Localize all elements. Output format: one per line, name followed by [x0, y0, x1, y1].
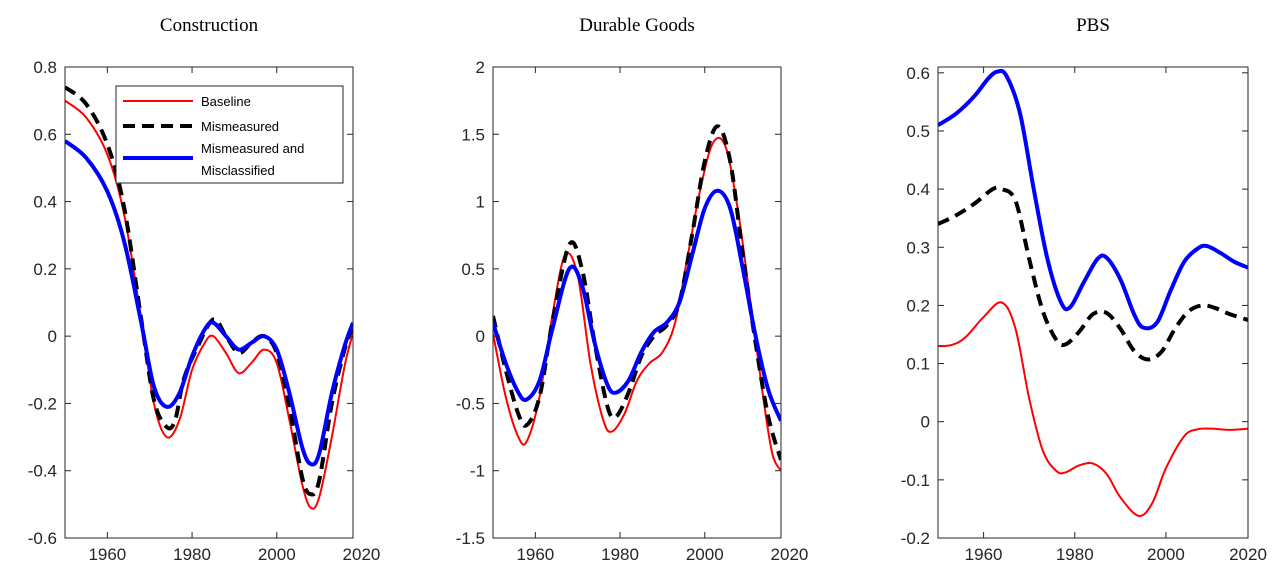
chart-title: PBS: [1076, 15, 1110, 36]
x-tick-label: 2020: [771, 545, 809, 564]
legend-label: Mismeasured and: [201, 141, 304, 156]
y-tick-label: 0.6: [906, 64, 930, 83]
axes-box: [492, 66, 782, 539]
x-tick-label: 2000: [1147, 545, 1185, 564]
chart-title: Durable Goods: [579, 15, 695, 36]
y-tick-label: -0.2: [28, 394, 57, 413]
series-group: [65, 85, 353, 510]
y-tick-label: 2: [476, 58, 485, 77]
legend-label: Baseline: [201, 94, 251, 109]
series-line: [65, 139, 353, 467]
series-group: [493, 124, 781, 472]
y-tick-label: 0.4: [33, 193, 57, 212]
y-tick-label: -1.5: [456, 529, 485, 548]
chart-panel: Construction -0.6 -0.4 -0.2 0 0.2 0.4 0.6 0.8 196…: [28, 15, 381, 564]
y-tick-label: -1: [470, 462, 485, 481]
y-tick-label: 0.6: [33, 125, 57, 144]
x-tick-label: 2000: [686, 545, 724, 564]
y-tick-label: 0.2: [906, 296, 930, 315]
legend: Baseline Mismeasured Mismeasured and Miscla…: [115, 85, 344, 184]
y-tick-label: -0.4: [28, 462, 57, 481]
y-tick-label: 0: [921, 413, 930, 432]
y-tick-label: 0.1: [906, 355, 930, 374]
series-line: [938, 301, 1248, 517]
x-tick-label: 2020: [343, 545, 381, 564]
series-line: [493, 124, 781, 461]
x-tick-label: 1980: [173, 545, 211, 564]
y-tick-label: 0.8: [33, 58, 57, 77]
axes-box: [937, 66, 1249, 539]
y-tick-label: 0.2: [33, 260, 57, 279]
y-tick-label: 0.4: [906, 180, 930, 199]
x-tick-label: 1980: [601, 545, 639, 564]
x-tick-label: 1960: [88, 545, 126, 564]
legend-label: Misclassified: [201, 163, 275, 178]
series-line: [938, 185, 1248, 362]
x-tick-label: 1980: [1056, 545, 1094, 564]
legend-label: Mismeasured: [201, 119, 279, 134]
y-tick-label: 1: [476, 193, 485, 212]
series-line: [493, 188, 781, 422]
series-line: [493, 136, 781, 472]
x-tick-label: 1960: [965, 545, 1003, 564]
y-tick-label: 0: [476, 327, 485, 346]
y-tick-label: 1.5: [461, 125, 485, 144]
y-tick-label: -0.1: [901, 471, 930, 490]
chart-panel: Durable Goods -1.5 -1 -0.5 0 0.5 1 1.5 2 1960 1980…: [456, 15, 809, 564]
y-tick-label: 0: [48, 327, 57, 346]
x-tick-label: 1960: [516, 545, 554, 564]
chart-panel: PBS -0.2 -0.1 0 0.1 0.2 0.3 0.4 0.5 0.6 1960 1980 20…: [901, 15, 1267, 564]
legend-box: [115, 85, 344, 184]
x-tick-label: 2020: [1229, 545, 1267, 564]
y-tick-label: 0.5: [461, 260, 485, 279]
series-group: [938, 68, 1248, 517]
y-tick-label: -0.5: [456, 394, 485, 413]
chart-title: Construction: [160, 15, 259, 36]
series-line: [938, 68, 1248, 331]
y-tick-label: 0.5: [906, 122, 930, 141]
y-tick-label: -0.6: [28, 529, 57, 548]
x-tick-label: 2000: [258, 545, 296, 564]
y-tick-label: -0.2: [901, 529, 930, 548]
y-tick-label: 0.3: [906, 238, 930, 257]
axes-box: [64, 66, 354, 539]
